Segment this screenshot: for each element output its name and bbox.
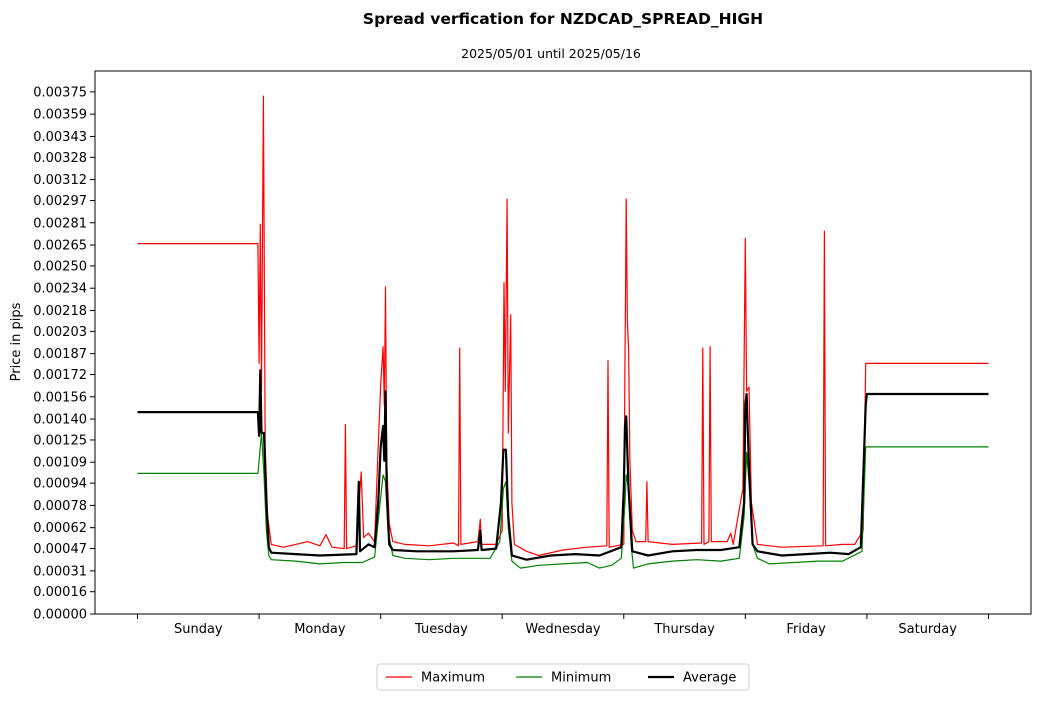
- chart-subtitle: 2025/05/01 until 2025/05/16: [461, 46, 641, 61]
- legend-label-maximum: Maximum: [421, 671, 485, 686]
- x-tick-label: Wednesday: [525, 622, 601, 637]
- y-tick-label: 0.00203: [33, 325, 87, 340]
- y-tick-label: 0.00078: [33, 499, 87, 514]
- y-tick-label: 0.00109: [33, 456, 87, 471]
- y-tick-label: 0.00172: [33, 368, 87, 383]
- legend-frame: [376, 663, 750, 691]
- y-tick-label: 0.00343: [33, 130, 87, 145]
- y-tick-label: 0.00312: [33, 173, 87, 188]
- legend: Maximum Minimum Average: [376, 663, 750, 691]
- y-tick-label: 0.00094: [33, 477, 87, 492]
- x-axis: Sunday Monday Tuesday Wednesday Thursday Frid…: [137, 614, 989, 637]
- y-tick-label: 0.00125: [33, 433, 87, 448]
- y-tick-label: 0.00140: [33, 413, 87, 428]
- y-tick-label: 0.00218: [33, 304, 87, 319]
- y-axis: 0.00000 0.00016 0.00031 0.00047 0.00062 0.000…: [33, 85, 95, 623]
- y-tick-label: 0.00016: [33, 585, 87, 600]
- y-tick-label: 0.00265: [33, 239, 87, 254]
- y-tick-label: 0.00031: [33, 564, 87, 579]
- y-tick-label: 0.00047: [33, 542, 87, 557]
- x-tick-label: Sunday: [174, 622, 223, 637]
- y-tick-label: 0.00297: [33, 194, 87, 209]
- y-tick-label: 0.00250: [33, 259, 87, 274]
- plot-frame: [94, 70, 1032, 615]
- y-tick-label: 0.00000: [33, 608, 87, 623]
- y-tick-label: 0.00062: [33, 521, 87, 536]
- y-tick-label: 0.00156: [33, 390, 87, 405]
- y-tick-label: 0.00359: [33, 108, 87, 123]
- x-tick-label: Tuesday: [414, 622, 468, 637]
- legend-label-average: Average: [683, 671, 736, 686]
- series-line-average: [137, 369, 989, 561]
- y-tick-label: 0.00234: [33, 282, 87, 297]
- chart-title: Spread verfication for NZDCAD_SPREAD_HIG…: [363, 10, 763, 28]
- x-tick-label: Monday: [294, 622, 346, 637]
- x-tick-label: Thursday: [653, 622, 715, 637]
- series-line-maximum: [137, 95, 989, 557]
- y-tick-label: 0.00187: [33, 347, 87, 362]
- x-tick-label: Friday: [786, 622, 826, 637]
- y-tick-label: 0.00328: [33, 151, 87, 166]
- legend-label-minimum: Minimum: [551, 671, 611, 686]
- plot-area: [137, 95, 989, 569]
- y-tick-label: 0.00375: [33, 85, 87, 100]
- x-tick-label: Saturday: [898, 622, 957, 637]
- y-axis-label: Price in pips: [9, 302, 24, 381]
- y-tick-label: 0.00281: [33, 216, 87, 231]
